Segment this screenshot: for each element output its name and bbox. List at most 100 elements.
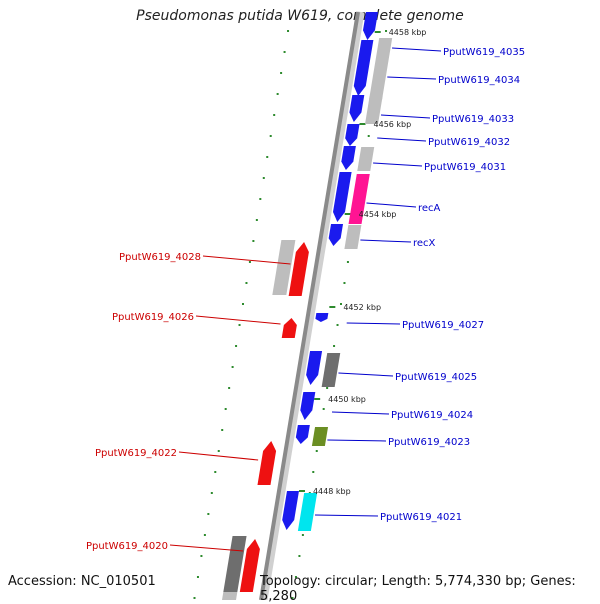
forward-gene-label: PputW619_4035 [443, 47, 525, 58]
inner-tick [235, 345, 238, 347]
reverse-gene-label: PputW619_4022 [95, 448, 177, 459]
forward-label-connector [380, 114, 431, 119]
reverse-gene-arrow [288, 242, 309, 296]
forward-gene-box [348, 174, 370, 224]
inner-tick [255, 219, 258, 221]
forward-gene-label: PputW619_4023 [388, 437, 470, 448]
forward-label-connector [366, 202, 417, 208]
inner-tick [280, 72, 283, 74]
kbp-label: 4458 kbp [389, 28, 427, 37]
kbp-label: 4454 kbp [359, 210, 397, 219]
reverse-gene-box [222, 592, 238, 600]
forward-gene-arrow [282, 491, 299, 530]
inner-tick [214, 471, 217, 473]
forward-gene-arrow [328, 224, 344, 246]
forward-gene-arrow [353, 40, 374, 96]
reverse-label-connector [178, 451, 259, 461]
forward-gene-box [357, 147, 375, 171]
forward-label-connector [360, 239, 412, 243]
inner-tick [248, 261, 251, 263]
forward-gene-arrow [341, 146, 356, 170]
gene-labels: 4458 kbp 4456 kbp 4454 kbp 4452 kbp 4450 kbp… [86, 28, 525, 552]
outer-tick [385, 30, 388, 32]
forward-gene-label: PputW619_4024 [391, 410, 473, 421]
forward-gene-label: PputW619_4031 [424, 162, 506, 173]
forward-gene-box [368, 38, 393, 100]
kbp-tick [374, 31, 381, 33]
inner-tick [283, 51, 286, 53]
forward-gene-arrow [333, 172, 352, 222]
kbp-tick [344, 213, 351, 215]
inner-tick [207, 513, 210, 515]
forward-gene-arrow [315, 313, 329, 322]
inner-tick [245, 282, 248, 284]
inner-tick [266, 156, 269, 158]
kbp-label: 4452 kbp [343, 303, 381, 312]
inner-tick [196, 576, 199, 578]
outer-tick [367, 135, 370, 137]
kbp-label: 4448 kbp [313, 487, 351, 496]
forward-gene-arrow [300, 392, 316, 420]
reverse-gene-label: PputW619_4020 [86, 541, 168, 552]
genome-backbone [259, 11, 360, 600]
outer-tick [291, 597, 294, 599]
inner-tick [273, 114, 276, 116]
reverse-gene-arrow [281, 318, 297, 338]
forward-gene-arrow [349, 95, 365, 122]
inner-tick [224, 408, 227, 410]
map-title: Pseudomonas putida W619, complete genome [136, 8, 464, 24]
forward-gene-label: recA [418, 203, 441, 214]
kbp-label: 4450 kbp [328, 395, 366, 404]
inner-tick [203, 534, 206, 536]
forward-label-connector [315, 514, 379, 517]
accession-text: Accession: NC_010501 [8, 574, 156, 589]
forward-label-connector [338, 372, 394, 377]
inner-tick [210, 492, 213, 494]
forward-label-connector [392, 47, 442, 52]
outer-tick [322, 408, 325, 410]
forward-gene-box [344, 225, 362, 249]
kbp-tick [298, 490, 305, 492]
kbp-tick [329, 306, 336, 308]
forward-gene-label: recX [413, 238, 436, 249]
forward-gene-box [321, 353, 341, 387]
outer-tick [336, 324, 339, 326]
forward-label-connector [377, 137, 427, 142]
forward-label-connector [373, 162, 423, 167]
outer-tick [315, 450, 318, 452]
inner-tick [200, 555, 203, 557]
outer-tick [346, 261, 349, 263]
reverse-label-connector [195, 315, 281, 325]
reverse-gene-box [272, 240, 296, 295]
outer-tick [301, 534, 304, 536]
gene-features [222, 12, 393, 600]
inner-tick [241, 303, 244, 305]
inner-tick [252, 240, 255, 242]
inner-tick [276, 93, 279, 95]
forward-gene-box [365, 96, 383, 124]
inner-tick [287, 30, 290, 32]
reverse-label-connector [202, 255, 291, 265]
forward-gene-box [297, 493, 318, 531]
reverse-gene-label: PputW619_4026 [112, 312, 194, 323]
outer-tick [298, 555, 301, 557]
forward-gene-label: PputW619_4033 [432, 114, 514, 125]
forward-label-connector [331, 411, 390, 415]
forward-gene-label: PputW619_4034 [438, 75, 520, 86]
inner-tick [228, 387, 231, 389]
forward-gene-label: PputW619_4021 [380, 512, 462, 523]
inner-tick [217, 450, 220, 452]
forward-gene-arrow [295, 425, 310, 444]
inner-tick [262, 177, 265, 179]
inner-tick [231, 366, 234, 368]
outer-tick [312, 471, 315, 473]
reverse-label-connector [169, 544, 244, 552]
outer-tick [326, 387, 329, 389]
inner-tick [221, 429, 224, 431]
backbone-shadow [260, 11, 365, 600]
outer-tick [294, 576, 297, 578]
kbp-tick [359, 123, 366, 125]
kbp-label: 4456 kbp [374, 120, 412, 129]
outer-tick [339, 303, 342, 305]
